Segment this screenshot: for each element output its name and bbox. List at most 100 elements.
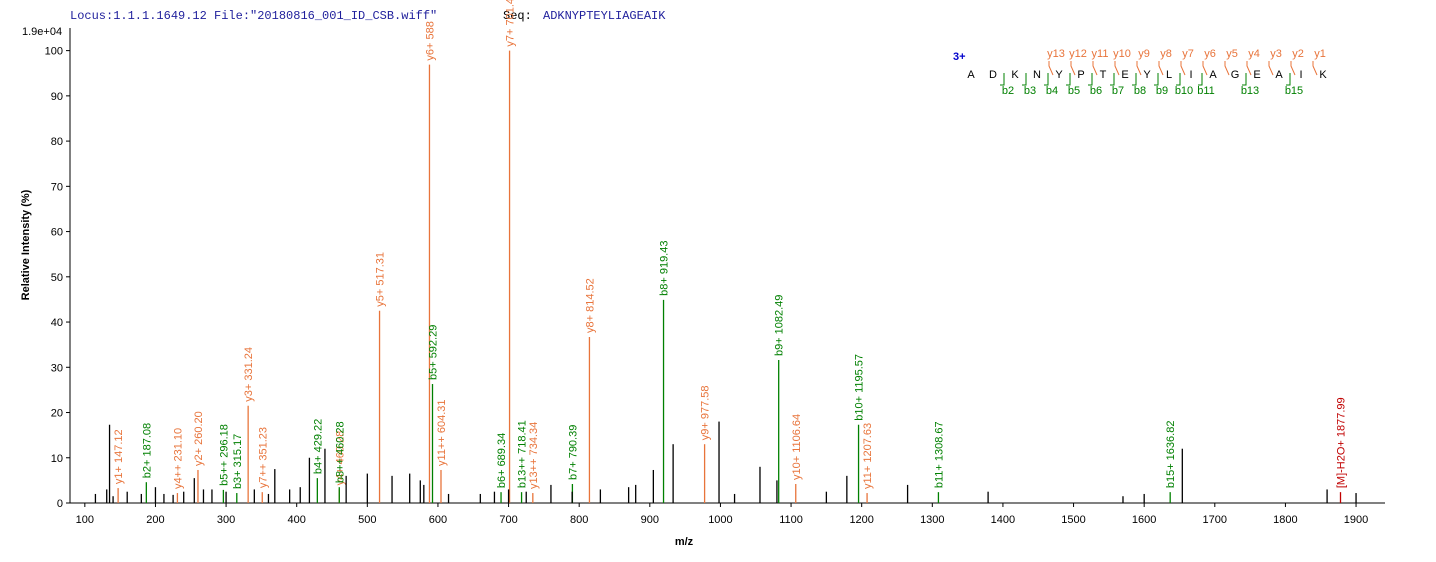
y-tick-label: 0 <box>57 498 63 510</box>
b-ion: b7 <box>1112 85 1124 97</box>
residue: L <box>1166 69 1172 81</box>
y-tick-label: 90 <box>51 91 63 103</box>
x-tick-label: 1200 <box>849 514 873 526</box>
b-bracket <box>1022 73 1027 86</box>
b-bracket <box>1154 73 1159 86</box>
y-tick-label: 60 <box>51 227 63 239</box>
residue: D <box>989 69 997 81</box>
residue: P <box>1077 69 1084 81</box>
b-ion: b11 <box>1197 85 1215 97</box>
b-ion: b3 <box>1024 85 1036 97</box>
peak-label: [M]-H2O+ 1877.99 <box>1336 397 1348 488</box>
peak-label: b9+ 1082.49 <box>774 295 786 356</box>
y-bracket <box>1224 61 1230 76</box>
x-tick-label: 300 <box>217 514 235 526</box>
x-axis-title: m/z <box>675 536 694 548</box>
peak-label: y3+ 331.24 <box>243 347 255 402</box>
y-bracket <box>1158 61 1164 76</box>
locus-file: Locus:1.1.1.1649.12 File:"20180816_001_I… <box>70 9 437 23</box>
y-ion: y9 <box>1138 48 1150 60</box>
x-tick-label: 100 <box>76 514 94 526</box>
peak-label: b7+ 790.39 <box>567 425 579 480</box>
peak-label: y7+ 701.4 <box>505 0 517 47</box>
y-bracket <box>1048 61 1054 76</box>
b-ion: b15 <box>1285 85 1303 97</box>
residue: A <box>1275 69 1283 81</box>
peak-label: b5+ 592.29 <box>428 325 440 380</box>
peak-label: b3+ 315.17 <box>232 434 244 489</box>
peak-label: y11++ 604.31 <box>436 400 448 466</box>
y-tick-label: 40 <box>51 317 63 329</box>
x-tick-label: 400 <box>288 514 306 526</box>
residue: E <box>1253 69 1260 81</box>
peak-label: b4+ 429.22 <box>312 419 324 474</box>
y-tick-label: 20 <box>51 408 63 420</box>
charge: 3+ <box>953 51 966 63</box>
scale-label: 1.9e+04 <box>22 26 62 38</box>
b-bracket <box>1242 73 1247 86</box>
b-bracket <box>1000 73 1005 86</box>
x-tick-label: 500 <box>358 514 376 526</box>
seq-label: Seq: <box>503 9 532 23</box>
x-tick-label: 1000 <box>708 514 732 526</box>
sequence: ADKNYPTEYLIAGEAIK <box>543 9 666 23</box>
b-ion: b13 <box>1241 85 1259 97</box>
peak-label: y4+ 460.28 <box>334 431 346 486</box>
y-ion: y10 <box>1113 48 1131 60</box>
y-ion: y4 <box>1248 48 1260 60</box>
x-tick-label: 1500 <box>1061 514 1085 526</box>
x-tick-label: 1800 <box>1273 514 1297 526</box>
b-ion: b9 <box>1156 85 1168 97</box>
peak-label: y5+ 517.31 <box>375 252 387 307</box>
y-bracket <box>1070 61 1076 76</box>
residue: A <box>1209 69 1217 81</box>
residue: Y <box>1143 69 1151 81</box>
peak-label: b11+ 1308.67 <box>933 421 945 488</box>
y-tick-label: 70 <box>51 181 63 193</box>
y-bracket <box>1180 61 1186 76</box>
x-tick-label: 900 <box>641 514 659 526</box>
b-bracket <box>1132 73 1137 86</box>
residue: K <box>1011 69 1019 81</box>
x-tick-label: 800 <box>570 514 588 526</box>
peak-label: b2+ 187.08 <box>141 423 153 478</box>
residue: E <box>1121 69 1128 81</box>
b-ion: b2 <box>1002 85 1014 97</box>
peak-label: b10+ 1195.57 <box>854 354 866 421</box>
y-tick-label: 100 <box>45 46 63 58</box>
peak-label: b5++ 296.18 <box>218 424 230 486</box>
peak-label: y7++ 351.23 <box>257 427 269 488</box>
b-ion: b8 <box>1134 85 1146 97</box>
b-ion: b5 <box>1068 85 1080 97</box>
x-tick-label: 1900 <box>1344 514 1368 526</box>
x-tick-label: 1400 <box>991 514 1015 526</box>
y-bracket <box>1312 61 1318 76</box>
y-bracket <box>1290 61 1296 76</box>
x-tick-label: 1700 <box>1203 514 1227 526</box>
y-ion: y12 <box>1069 48 1087 60</box>
residue: G <box>1231 69 1240 81</box>
peak-label: y4++ 231.10 <box>172 428 184 489</box>
residue: T <box>1100 69 1107 81</box>
residue: I <box>1189 69 1192 81</box>
peak-label: b13++ 718.41 <box>517 420 529 488</box>
y-ion: y1 <box>1314 48 1326 60</box>
residue: I <box>1299 69 1302 81</box>
y-ion: y8 <box>1160 48 1172 60</box>
y-ion: y7 <box>1182 48 1194 60</box>
x-tick-label: 200 <box>146 514 164 526</box>
residue: Y <box>1055 69 1063 81</box>
x-tick-label: 600 <box>429 514 447 526</box>
y-ion: y13 <box>1047 48 1065 60</box>
peak-label: b6+ 689.34 <box>496 433 508 488</box>
b-ion: b6 <box>1090 85 1102 97</box>
peak-label: y6+ 588 <box>424 21 436 60</box>
peak-label: y2+ 260.20 <box>193 411 205 466</box>
b-ion: b10 <box>1175 85 1193 97</box>
y-bracket <box>1136 61 1142 76</box>
residue: K <box>1319 69 1327 81</box>
peak-label: y8+ 814.52 <box>584 278 596 333</box>
y-ion: y11 <box>1092 48 1109 60</box>
b-bracket <box>1110 73 1115 86</box>
